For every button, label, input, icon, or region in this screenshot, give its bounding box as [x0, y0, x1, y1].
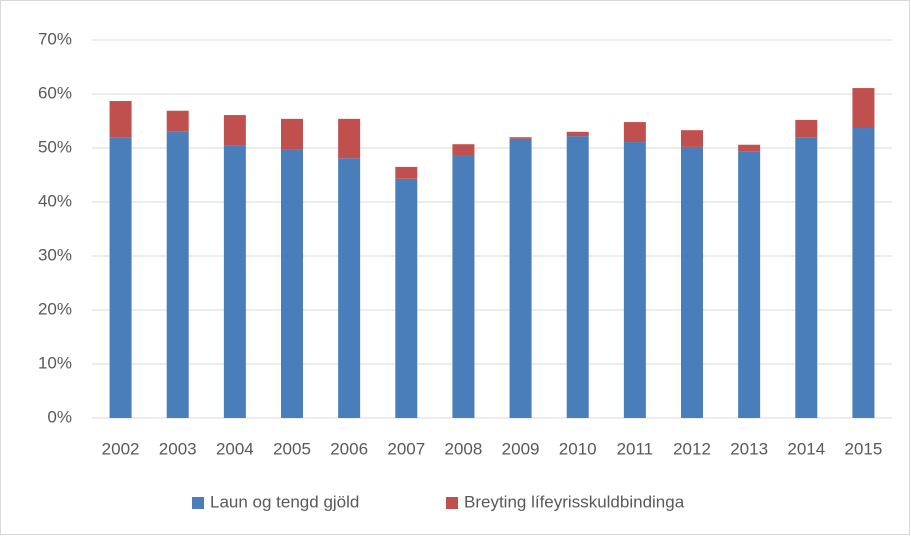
legend-swatch: [192, 497, 204, 509]
bar-segment: [109, 137, 132, 419]
bar-segment: [281, 149, 303, 418]
x-tick-label: 2010: [559, 439, 597, 458]
bar-segment: [509, 137, 532, 139]
x-tick-label: 2006: [330, 439, 368, 458]
bar-segment: [395, 178, 418, 418]
y-tick-label: 30%: [38, 245, 72, 264]
bar-segment: [338, 158, 361, 418]
legend-label: Breyting lífeyrisskuldbindinga: [464, 492, 685, 511]
x-tick-label: 2007: [387, 439, 425, 458]
y-tick-label: 0%: [47, 407, 72, 426]
x-tick-label: 2004: [216, 439, 254, 458]
bar-segment: [395, 166, 418, 179]
bar-segment: [623, 142, 646, 418]
legend-label: Laun og tengd gjöld: [210, 492, 359, 511]
bar-segment: [166, 110, 189, 132]
bar-segment: [623, 122, 646, 143]
bar-segment: [166, 131, 189, 418]
x-tick-label: 2013: [730, 439, 768, 458]
bar-segment: [795, 137, 818, 418]
bar-segment: [452, 144, 475, 156]
bar-segment: [681, 130, 703, 147]
bar-segment: [852, 88, 875, 129]
x-tick-label: 2008: [445, 439, 483, 458]
bar-segment: [452, 155, 475, 418]
x-tick-label: 2002: [102, 439, 140, 458]
bar-segment: [738, 151, 761, 419]
bar-segment: [338, 118, 361, 159]
x-tick-label: 2014: [787, 439, 825, 458]
bar-segment: [223, 145, 246, 418]
bar-segment: [509, 138, 532, 418]
bar-segment: [738, 144, 761, 152]
x-tick-label: 2003: [159, 439, 197, 458]
bar-segment: [681, 146, 703, 419]
x-tick-label: 2009: [502, 439, 540, 458]
y-tick-label: 70%: [38, 29, 72, 48]
x-tick-label: 2012: [673, 439, 711, 458]
bar-segment: [109, 101, 132, 138]
legend-swatch: [446, 497, 458, 509]
y-tick-label: 40%: [38, 191, 72, 210]
bar-segment: [223, 115, 246, 146]
bar-segment: [566, 136, 589, 418]
x-tick-label: 2015: [845, 439, 883, 458]
x-tick-label: 2011: [617, 439, 654, 458]
y-tick-label: 60%: [38, 83, 72, 102]
x-tick-label: 2005: [273, 439, 311, 458]
y-tick-label: 20%: [38, 299, 72, 318]
y-tick-label: 50%: [38, 137, 72, 156]
bar-segment: [281, 118, 303, 150]
bar-segment: [566, 131, 589, 137]
y-tick-label: 10%: [38, 353, 72, 372]
bar-segment: [852, 128, 875, 418]
bar-segment: [795, 119, 818, 138]
